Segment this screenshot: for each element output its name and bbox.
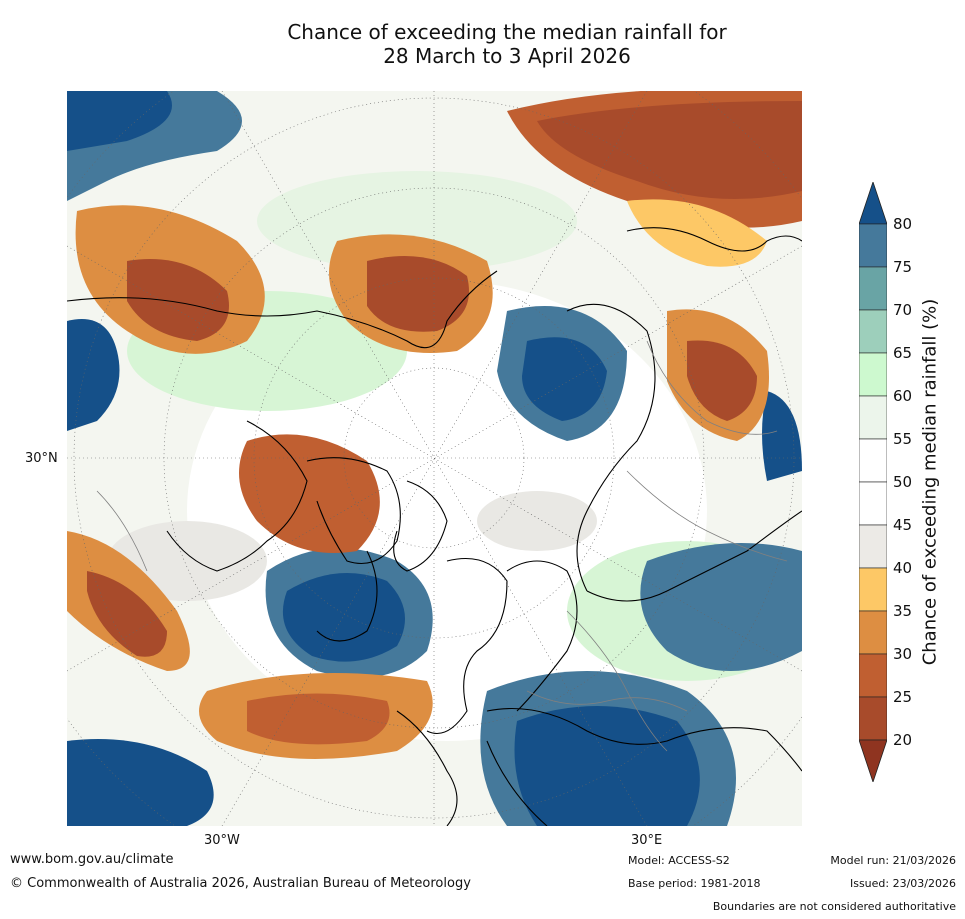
model-run-text: Model run: 21/03/2026 [830,854,956,867]
colorbar-tick: 75 [893,258,913,276]
colorbar-45-50 [859,481,887,526]
colorbar-75-80 [859,223,887,268]
colorbar-tick: 35 [893,602,913,620]
disclaimer-text: Boundaries are not considered authoritat… [712,900,956,913]
copyright-text: © Commonwealth of Australia 2026, Austra… [10,876,471,891]
colorbar-70-75 [859,266,887,311]
website-link[interactable]: www.bom.gov.au/climate [10,852,174,867]
borders [96,340,788,752]
colorbar-tick: 20 [893,731,913,749]
wet-core-arctic [522,337,607,421]
colorbar-20-25 [859,696,887,741]
chart-title: Chance of exceeding the median rainfall … [67,20,947,68]
colorbar-tick: 80 [893,215,913,233]
colorbar-35-40 [859,567,887,612]
title-line-1: Chance of exceeding the median rainfall … [287,20,727,44]
wet-core-mediterranean [514,706,700,826]
colorbar-25-30 [859,653,887,698]
colorbar-55-60 [859,395,887,440]
dry-core-siberia [537,101,802,199]
coastlines [67,227,802,826]
colorbar-tick: 40 [893,559,913,577]
model-text: Model: ACCESS-S2 [628,854,730,867]
dry-region-canada [239,434,380,553]
title-line-2: 28 March to 3 April 2026 [383,44,631,68]
dry-core-alaska [127,259,229,341]
colorbar-tick: 65 [893,344,913,362]
wet-core-atlantic [282,573,405,662]
colorbar-65-70 [859,309,887,354]
colorbar-tick: 70 [893,301,913,319]
colorbar-tick: 60 [893,387,913,405]
colorbar-tick: 55 [893,430,913,448]
graticule [67,91,802,826]
colorbar-50-55 [859,438,887,483]
colorbar-40-45 [859,524,887,569]
wet-core-nw [67,91,172,151]
lon-label-30w: 30°W [204,833,240,848]
colorbar-tick: 30 [893,645,913,663]
colorbar-tick: 45 [893,516,913,534]
wet-region-west [67,319,120,431]
map-canvas [67,91,802,826]
issued-text: Issued: 23/03/2026 [849,877,956,890]
colorbar-label: Chance of exceeding median rainfall (%) [919,298,941,666]
wet-region-sw [67,739,214,826]
lon-label-30e: 30°E [631,833,663,848]
wet-region-asia [640,543,802,671]
wet-region-east [762,391,802,481]
base-period-text: Base period: 1981-2018 [628,877,761,890]
colorbar-tick: 50 [893,473,913,491]
colorbar-tick: 25 [893,688,913,706]
colorbar [859,182,887,782]
colorbar-30-35 [859,610,887,655]
colorbar-over-arrow [859,182,887,225]
lat-label-30n: 30°N [25,451,58,466]
dry-core-asia [687,340,757,421]
dry-core-north-atlantic [247,693,390,745]
rainfall-map[interactable] [67,91,802,826]
colorbar-60-65 [859,352,887,397]
dry-core-pacific [87,571,167,657]
grey-zone-2 [477,491,597,551]
dry-core-beaufort [367,256,469,332]
colorbar-under-arrow [859,739,887,782]
